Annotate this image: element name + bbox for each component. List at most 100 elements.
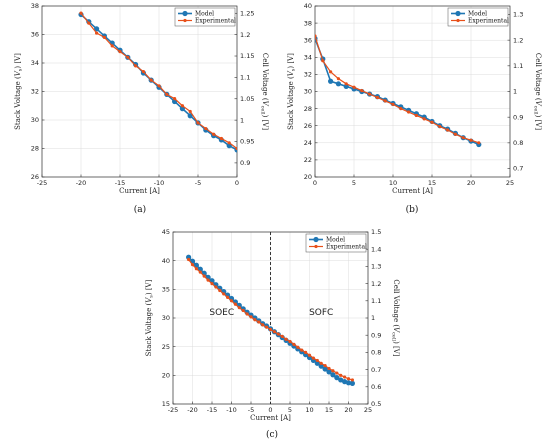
y-tick-label: 30: [162, 314, 170, 322]
data-point-experimental: [257, 320, 261, 324]
data-point-model: [349, 380, 355, 386]
y2-tick-label: 0.7: [371, 366, 381, 374]
y2-tick-label: 1.25: [240, 9, 254, 17]
data-point-experimental: [343, 375, 347, 379]
y-tick-label: 15: [162, 400, 170, 408]
data-point-model: [342, 379, 348, 385]
y-tick-label: 34: [304, 54, 312, 62]
x-tick-label: 25: [506, 179, 514, 187]
y-tick-label: 45: [162, 228, 170, 236]
data-point-experimental: [280, 334, 284, 338]
data-point-experimental: [407, 110, 411, 114]
data-point-experimental: [235, 146, 237, 151]
data-point-model: [338, 377, 344, 383]
data-point-experimental: [368, 92, 372, 96]
data-point-experimental: [346, 377, 351, 381]
data-point-experimental: [375, 95, 379, 100]
x-tick-label: -10: [154, 179, 165, 187]
data-point-model: [318, 363, 324, 369]
y2-tick-label: 0.9: [240, 159, 250, 167]
x-tick-label: -15: [115, 179, 126, 187]
y-tick-label: 40: [304, 2, 312, 10]
data-point-experimental: [469, 138, 473, 142]
data-point-experimental: [219, 136, 223, 141]
data-point-model: [322, 366, 328, 372]
data-point-experimental: [212, 132, 216, 136]
data-point-experimental: [323, 363, 327, 368]
data-point-experimental: [300, 348, 304, 352]
data-point-model: [187, 113, 193, 119]
x-tick-label: 5: [288, 406, 292, 414]
y-tick-label: 22: [304, 156, 312, 164]
y-tick-label: 20: [162, 372, 170, 380]
data-point-experimental: [268, 327, 273, 332]
y2-tick-label: 1.05: [240, 95, 254, 103]
y2-tick-label: 1: [240, 116, 244, 124]
y-tick-label: 28: [31, 145, 39, 153]
data-point-experimental: [477, 141, 481, 145]
y2-tick-label: 1: [371, 314, 375, 322]
y2-tick-label: 1: [513, 88, 517, 96]
data-point-experimental: [237, 306, 241, 310]
data-point-experimental: [276, 332, 280, 336]
data-point-experimental: [430, 120, 434, 124]
data-point-experimental: [134, 64, 138, 68]
data-point-model: [328, 78, 334, 84]
data-point-experimental: [383, 99, 387, 103]
legend-label: Model: [326, 237, 345, 244]
y-tick-label: 35: [162, 286, 170, 294]
data-point-experimental: [329, 70, 333, 74]
data-point-experimental: [327, 366, 331, 371]
y-axis-label: Stack Voltage (Vs) [V]: [14, 53, 24, 130]
y-tick-label: 36: [31, 31, 39, 39]
x-tick-label: -5: [195, 179, 201, 187]
y-tick-label: 30: [304, 88, 312, 96]
y-tick-label: 38: [31, 2, 39, 10]
y-tick-label: 32: [304, 71, 312, 79]
x-tick-label: 15: [428, 179, 436, 187]
y2-tick-label: 0.8: [513, 139, 523, 147]
series-line-experimental: [315, 35, 479, 144]
data-point-experimental: [95, 31, 99, 35]
chart-panel-a: -25 -20 -15 -10 -5 0 26 28 30 32 34 36 38 0.9 0.95 1 1.0…: [14, 2, 269, 215]
chart-panel-b: 0 5 10 15 20 25 20 22 24 26 28 30 32 34 36 38 40 0.7 0.8 0.…: [287, 2, 542, 215]
data-point-experimental: [222, 292, 226, 296]
y2-tick-label: 0.5: [371, 400, 381, 408]
x-tick-label: 15: [325, 406, 333, 414]
y2-axis-label: Cell Voltage (Vcell) [V]: [533, 53, 543, 130]
x-tick-label: -25: [37, 179, 48, 187]
y-tick-label: 38: [304, 19, 312, 27]
y2-tick-label: 0.8: [371, 349, 381, 357]
annotation-soec: SOEC: [209, 308, 234, 318]
data-point-experimental: [227, 141, 231, 145]
x-axis-label: Current [A]: [392, 187, 433, 195]
y-axis-label: Stack Voltage (Vs) [V]: [145, 279, 155, 356]
data-point-experimental: [296, 345, 300, 349]
data-point-experimental: [229, 299, 234, 303]
y-tick-label: 40: [162, 257, 170, 265]
data-point-experimental: [461, 136, 465, 140]
x-tick-label: 0: [313, 179, 317, 187]
annotation-sofc: SOFC: [309, 308, 333, 318]
data-point-experimental: [335, 371, 339, 375]
data-point-experimental: [253, 318, 257, 322]
data-point-experimental: [399, 107, 403, 111]
data-point-experimental: [180, 104, 184, 108]
grid: [41, 5, 238, 178]
x-tick-label: 10: [305, 406, 313, 414]
data-point-model: [345, 380, 352, 386]
data-point-experimental: [438, 124, 442, 129]
data-point-experimental: [292, 342, 296, 346]
subfigure-label: (c): [266, 429, 278, 440]
data-point-experimental: [315, 358, 319, 363]
series-experimental: [79, 11, 237, 151]
data-point-model: [330, 372, 336, 378]
data-point-experimental: [307, 353, 312, 357]
data-point-experimental: [241, 308, 245, 313]
data-point-experimental: [261, 323, 265, 327]
data-point-experimental: [331, 369, 335, 373]
data-point-model: [335, 81, 341, 87]
data-point-experimental: [233, 302, 237, 306]
